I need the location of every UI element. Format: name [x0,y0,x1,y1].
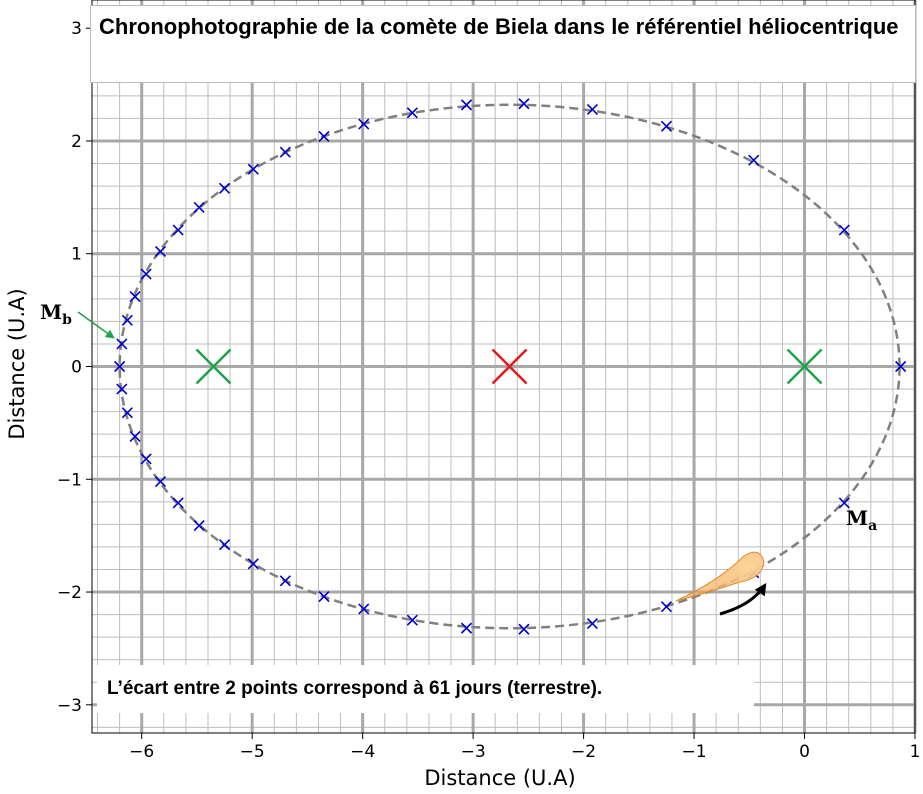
position-point [406,614,418,626]
position-point [154,245,167,258]
x-tick-label: −5 [240,742,265,762]
time-interval-note: L’écart entre 2 points correspond à 61 j… [97,665,754,713]
position-point [838,497,850,509]
x-tick-label: −6 [129,742,154,762]
position-point [193,519,205,532]
position-point [172,224,184,236]
focus-markers [195,348,823,385]
position-point [121,314,133,326]
x-tick-label: −4 [350,742,375,762]
major-grid [92,0,917,733]
x-tick-label: −1 [682,742,707,762]
position-point [116,383,128,395]
position-point [358,118,370,130]
y-tick-label: −2 [57,583,82,603]
x-tick-label: 0 [799,742,810,762]
position-point [518,623,530,635]
position-point [218,539,231,551]
position-point [193,201,205,214]
position-point [154,475,167,488]
position-point [218,182,231,194]
x-tick-label: 1 [910,742,921,762]
position-point [748,154,760,166]
foyer-vide-marker [195,348,232,385]
position-point [358,603,370,615]
y-tick-label: 3 [71,19,82,39]
position-point [586,618,598,630]
position-point [172,497,184,509]
position-point [116,338,128,350]
position-point [406,107,418,119]
position-point [838,224,850,236]
position-point [129,430,141,442]
point-label-ma: Ma [846,506,878,534]
position-point [121,407,133,419]
position-point [586,103,598,115]
foyer-soleil-marker [786,348,823,385]
x-tick-label: −2 [571,742,596,762]
chart-title: Chronophotographie de la comète de Biela… [90,5,916,83]
mb-pointer-arrow [77,311,115,339]
position-points [114,98,907,635]
x-tick-label: −3 [461,742,486,762]
position-point [660,120,673,132]
direction-arrow [719,582,767,616]
y-tick-label: 0 [71,358,82,378]
position-point [318,130,330,143]
position-point [279,146,291,158]
position-point [318,590,330,603]
axis-ticks [86,27,916,739]
position-point [114,360,126,373]
position-point [460,622,473,634]
comet-shape [675,551,765,602]
position-point [140,453,152,465]
y-axis-label: Distance (U.A) [5,288,29,439]
position-point [660,601,673,613]
centre-marker [491,348,528,385]
point-label-mb: Mb [40,300,72,328]
x-axis-label: Distance (U.A) [424,766,575,790]
y-tick-label: −3 [57,696,82,716]
y-tick-label: 1 [71,245,82,265]
tick-labels: −6 −5 −4 −3 −2 −1 0 1 −3 −2 −1 0 1 2 3 [57,19,920,762]
position-point [247,558,259,570]
position-point [279,575,291,587]
position-point [460,99,473,111]
y-tick-label: −1 [57,470,82,490]
position-point [140,268,152,280]
position-point [129,291,141,303]
position-point [518,98,530,110]
position-point [895,360,907,373]
position-point [247,163,259,175]
y-tick-label: 2 [71,132,82,152]
